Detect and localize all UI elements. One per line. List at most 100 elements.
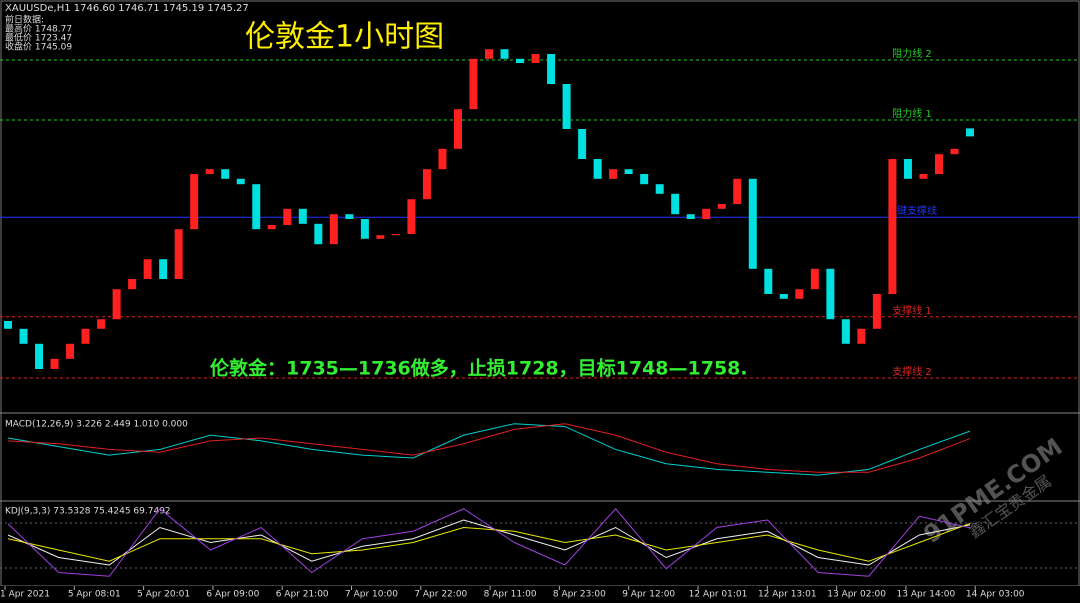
indicator-line	[7, 519, 971, 566]
kdj-title: KDJ(9,3,3) 73.5328 75.4245 69.7492	[5, 507, 171, 517]
x-tick-label: 5 Apr 20:01	[137, 590, 190, 600]
candle	[314, 223, 323, 245]
candle	[609, 169, 618, 179]
x-tick-label: 8 Apr 11:00	[484, 590, 537, 600]
x-tick-label: 5 Apr 08:01	[68, 590, 121, 600]
candle	[236, 178, 245, 185]
candle	[267, 225, 276, 230]
candle	[966, 128, 974, 137]
candle	[66, 343, 75, 359]
symbol-header: XAUUSDe,H1 1746.60 1746.71 1745.19 1745.…	[5, 3, 249, 14]
candle	[872, 294, 881, 329]
candle	[345, 214, 354, 219]
indicator-line	[7, 522, 971, 562]
candle	[50, 358, 59, 369]
candle	[128, 279, 137, 290]
level-label: 阻力线 1	[892, 107, 932, 120]
level-label: 支撑线 1	[892, 304, 932, 317]
candle	[686, 214, 695, 219]
candle	[35, 343, 44, 369]
level-label: 支撑线 2	[892, 365, 932, 378]
candle	[748, 178, 757, 269]
x-tick-label: 8 Apr 23:00	[553, 590, 606, 600]
chart-title: 伦敦金1小时图	[245, 20, 444, 55]
x-tick-label: 13 Apr 14:00	[897, 590, 956, 600]
indicator-line	[7, 423, 971, 473]
candle	[888, 159, 897, 294]
candle	[453, 109, 462, 149]
candle	[764, 268, 773, 294]
candle	[624, 169, 633, 174]
candle	[779, 294, 788, 299]
candle	[500, 49, 509, 59]
candle	[857, 328, 866, 344]
indicator-line	[7, 423, 971, 476]
candle	[283, 208, 292, 225]
candle	[717, 204, 726, 209]
candle	[329, 214, 338, 245]
x-tick-label: 7 Apr 22:00	[414, 590, 467, 600]
candle	[702, 208, 711, 219]
candle	[841, 319, 850, 344]
indicator-line	[7, 507, 971, 577]
candle	[547, 54, 556, 84]
candle	[4, 321, 12, 329]
candle	[934, 154, 943, 174]
info-line: 前日数据:	[5, 14, 44, 26]
candle	[190, 174, 199, 230]
candle	[950, 148, 959, 155]
candle	[469, 58, 478, 110]
info-line: 最高价 1748.77	[5, 23, 72, 35]
candle	[562, 84, 571, 129]
x-tick-label: 1 Apr 2021	[0, 590, 50, 600]
candle	[531, 54, 540, 63]
macd-title: MACD(12,26,9) 3.226 2.449 1.010 0.000	[5, 420, 188, 430]
x-tick-label: 14 Apr 03:00	[966, 590, 1025, 600]
candle	[485, 49, 493, 59]
annotation: 伦敦金：1735—1736做多，止损1728，目标1748—1758.	[210, 357, 748, 380]
candle	[593, 159, 602, 179]
candle	[376, 235, 385, 239]
candle	[205, 169, 214, 174]
candle	[671, 193, 680, 215]
info-line: 收盘价 1745.09	[5, 41, 72, 53]
candle	[221, 169, 230, 179]
candle	[578, 129, 587, 159]
x-tick-label: 13 Apr 02:00	[827, 590, 886, 600]
candle	[903, 159, 912, 179]
candle	[795, 289, 804, 299]
candle	[298, 208, 307, 224]
candle	[640, 174, 649, 185]
x-tick-label: 12 Apr 13:01	[758, 590, 817, 600]
candle	[733, 178, 742, 204]
candle	[438, 148, 447, 170]
candle	[391, 234, 400, 236]
candle	[826, 268, 835, 320]
candle	[159, 259, 168, 279]
candle	[919, 174, 928, 179]
candle	[143, 259, 152, 279]
candle	[516, 58, 525, 63]
candle	[112, 289, 121, 320]
info-line: 最低价 1723.47	[5, 32, 72, 44]
level-label: 关键支撑线	[887, 204, 937, 217]
candle	[252, 184, 261, 230]
candle	[407, 199, 416, 234]
candle	[19, 328, 28, 344]
candle	[81, 328, 90, 344]
x-tick-label: 6 Apr 09:00	[206, 590, 259, 600]
candle	[174, 229, 183, 279]
candle	[655, 184, 664, 194]
x-tick-label: 12 Apr 01:01	[689, 590, 748, 600]
candle	[97, 319, 106, 329]
x-tick-label: 9 Apr 12:00	[622, 590, 675, 600]
x-tick-label: 6 Apr 21:00	[276, 590, 329, 600]
level-label: 阻力线 2	[892, 47, 932, 60]
x-tick-label: 7 Apr 10:00	[345, 590, 398, 600]
time-axis	[0, 586, 1080, 603]
candle	[360, 219, 369, 239]
candle	[810, 268, 819, 290]
candle	[422, 169, 431, 200]
